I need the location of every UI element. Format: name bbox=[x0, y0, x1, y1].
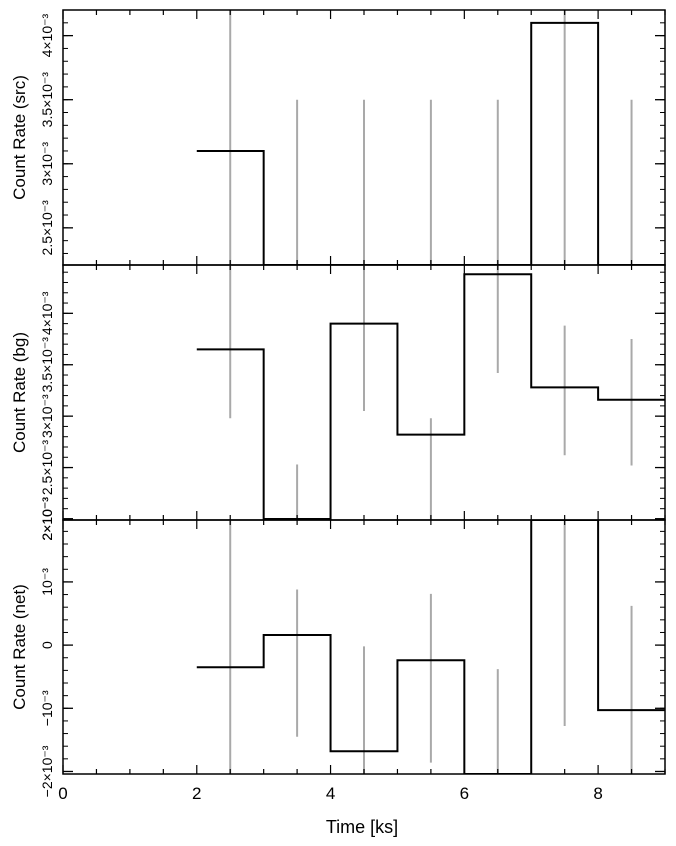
y-tick-label: 2.5×10⁻³ bbox=[39, 200, 55, 256]
x-axis-label: Time [ks] bbox=[326, 817, 398, 837]
y-tick-label: 0 bbox=[39, 641, 55, 649]
panel-src: 2.5×10⁻³ 3×10⁻³ 3.5×10⁻³ 4×10⁻³ Count Rate (… bbox=[10, 9, 666, 266]
y-tick-label: 2.5×10⁻³ bbox=[39, 440, 55, 496]
step-line-net bbox=[196, 520, 665, 774]
y-tick-label: 3×10⁻³ bbox=[39, 394, 55, 438]
panel-net: −2×10⁻³ −10⁻³ 0 10⁻³ 2×10⁻³ Count Rate (net) 0… bbox=[10, 497, 666, 803]
y-tick-label: 10⁻³ bbox=[39, 568, 55, 596]
y-axis-label: Count Rate (bg) bbox=[10, 332, 29, 453]
y-tick-label: 2×10⁻³ bbox=[39, 497, 55, 541]
y-tick-label: 3.5×10⁻³ bbox=[39, 72, 55, 128]
y-tick-label: −10⁻³ bbox=[39, 690, 55, 726]
x-tick-label: 4 bbox=[326, 784, 335, 803]
panel-src-plot-area bbox=[196, 10, 665, 265]
y-tick-label: 2×10⁻³ bbox=[39, 497, 55, 541]
y-axis-label: Count Rate (net) bbox=[10, 584, 29, 710]
y-tick-label: 3.5×10⁻³ bbox=[39, 337, 55, 393]
y-tick-label: 3×10⁻³ bbox=[39, 142, 55, 186]
panel-bg: 2×10⁻³2.5×10⁻³ 3×10⁻³3.5×10⁻³ 4×10⁻³ Count … bbox=[10, 264, 666, 541]
x-tick-label: 0 bbox=[58, 784, 67, 803]
x-tick-label: 8 bbox=[593, 784, 602, 803]
y-tick-label: 4×10⁻³ bbox=[39, 14, 55, 58]
panel-bg-plot-area bbox=[196, 265, 665, 520]
x-tick-label: 2 bbox=[192, 784, 201, 803]
x-tick-label: 6 bbox=[460, 784, 469, 803]
y-tick-label: −2×10⁻³ bbox=[39, 745, 55, 797]
step-line-src bbox=[196, 21, 665, 265]
panel-net-plot-area bbox=[196, 520, 665, 774]
y-tick-label: 4×10⁻³ bbox=[39, 291, 55, 335]
y-axis-label: Count Rate (src) bbox=[10, 75, 29, 200]
step-line-bg bbox=[196, 273, 665, 520]
